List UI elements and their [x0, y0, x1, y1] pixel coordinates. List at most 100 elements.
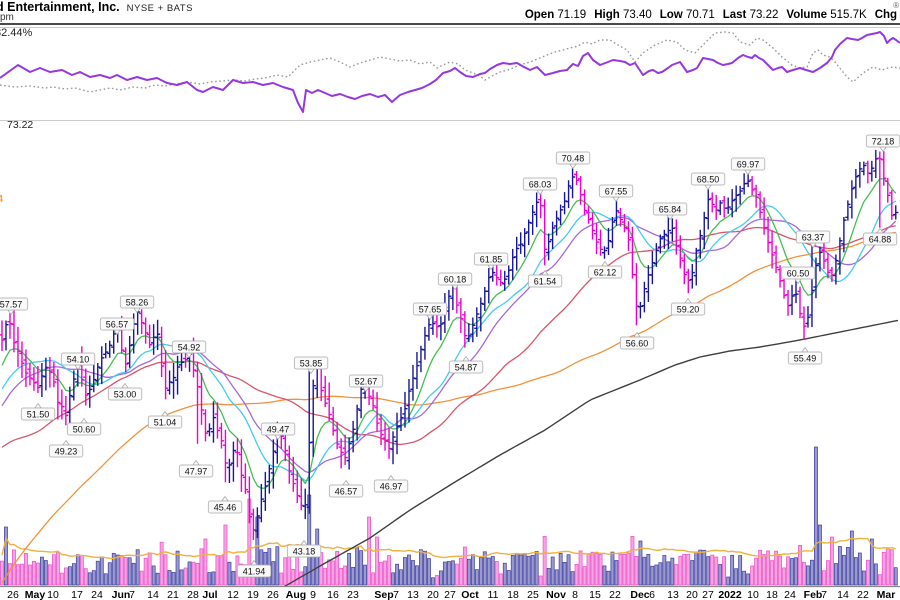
exchange-label: NYSE + BATS	[126, 3, 193, 14]
volume-bar	[634, 556, 639, 586]
last-price-label: 73.22	[7, 119, 34, 131]
volume-bar	[367, 516, 371, 586]
ohlc-bar-down	[218, 422, 225, 449]
quote-value: 515.7K	[827, 9, 867, 21]
volume-bar	[742, 570, 747, 586]
volume-bar	[570, 571, 575, 586]
volume-bar	[865, 559, 870, 586]
ohlc-bar-up	[601, 246, 608, 259]
svg-text:41.94: 41.94	[243, 566, 266, 576]
x-axis-month-label: Aug	[286, 589, 306, 600]
ohlc-bar-up	[613, 198, 620, 226]
ohlc-bar-down	[681, 254, 687, 285]
volume-bar	[103, 573, 108, 586]
volume-bar	[387, 555, 391, 586]
volume-bar	[857, 552, 862, 586]
price-annotation: 51.04	[147, 410, 183, 429]
svg-text:59.20: 59.20	[677, 304, 700, 314]
ohlc-bar-up	[845, 200, 851, 221]
x-axis-month-label: Jun	[112, 589, 131, 600]
volume-bar	[546, 568, 551, 586]
ohlc-bar-down	[757, 191, 763, 219]
ma-50-line	[1, 225, 896, 448]
ohlc-bar-up	[645, 265, 651, 302]
x-axis-day-label: 24	[91, 589, 103, 600]
ohlc-bar-down	[673, 219, 679, 255]
price-annotation: 47.97	[178, 459, 214, 478]
ohlc-bar-down	[633, 263, 640, 326]
svg-text:58.26: 58.26	[126, 297, 149, 307]
volume-bar	[43, 560, 48, 586]
volume-bar	[371, 572, 375, 586]
x-axis-day-label: 20	[686, 589, 698, 600]
x-axis-day-label: 23	[347, 589, 359, 600]
volume-bar	[207, 572, 212, 586]
volume-bar	[223, 524, 228, 586]
x-axis-month-label: Oct	[461, 589, 479, 600]
ohlc-bar-up	[737, 185, 743, 205]
volume-bar	[889, 549, 894, 586]
ohlc-bar-down	[214, 402, 221, 439]
ohlc-bar-up	[3, 320, 9, 351]
volume-bar	[24, 553, 28, 586]
ohlc-bar-up	[230, 441, 237, 482]
volume-bar	[482, 551, 487, 586]
ohlc-bar-up	[402, 391, 408, 428]
volume-bar	[602, 565, 607, 586]
volume-bar	[275, 546, 280, 586]
price-annotation: 53.85	[293, 356, 329, 375]
ohlc-bar-up	[482, 286, 488, 311]
volume-bar	[175, 550, 180, 586]
price-annotation: 46.97	[373, 474, 409, 493]
ohlc-bar-down	[625, 221, 632, 251]
volume-bar	[147, 552, 152, 586]
ohlc-bar-down	[63, 396, 69, 426]
ohlc-bar-down	[370, 389, 376, 410]
volume-bar	[606, 570, 611, 586]
volume-bar	[63, 567, 68, 586]
ohlc-bars	[0, 149, 899, 540]
ohlc-bar-down	[334, 421, 340, 450]
ohlc-bar-up	[270, 439, 276, 489]
ohlc-bar-up	[569, 168, 576, 199]
volume-bar	[351, 566, 356, 586]
ohlc-bar-down	[198, 373, 205, 425]
volume-bar	[143, 557, 148, 586]
x-axis-month-label: Jul	[202, 589, 217, 600]
chart-title: d Entertainment, Inc. NYSE + BATS	[0, 0, 193, 14]
volume-bar	[67, 566, 72, 586]
price-annotation: 72.18	[865, 134, 900, 153]
volume-bar	[407, 554, 411, 586]
ohlc-bar-up	[210, 401, 217, 443]
ohlc-bar-up	[170, 362, 177, 399]
price-annotation: 50.60	[66, 417, 102, 436]
ohlc-bar-up	[705, 188, 711, 230]
volume-bar	[59, 572, 64, 586]
ohlc-bar-up	[637, 301, 643, 319]
x-axis-day-label: 12	[227, 589, 239, 600]
volume-bar	[231, 571, 236, 586]
performance-line	[0, 31, 900, 113]
ohlc-bar-down	[885, 177, 891, 203]
ohlc-bar-down	[709, 192, 715, 213]
svg-text:62.12: 62.12	[594, 267, 617, 277]
price-annotation: 57.65	[412, 302, 448, 321]
volume-bar	[678, 555, 683, 586]
volume-bar	[814, 446, 818, 586]
volume-bar	[427, 558, 431, 586]
volume-bar	[339, 567, 344, 586]
volume-bar	[450, 560, 455, 586]
ohlc-bar-up	[641, 281, 647, 313]
ohlc-bar-up	[697, 229, 703, 259]
volume-bar	[722, 556, 727, 586]
ohlc-bar-down	[123, 347, 129, 373]
ohlc-bar-down	[865, 160, 871, 184]
ohlc-bar-up	[67, 386, 73, 424]
ohlc-bar-up	[534, 192, 540, 228]
ohlc-bar-down	[597, 229, 604, 256]
ohlc-bar-down	[498, 269, 504, 287]
volume-bar	[299, 571, 304, 586]
x-axis-day-label: 18	[766, 589, 778, 600]
svg-text:61.54: 61.54	[534, 276, 557, 286]
